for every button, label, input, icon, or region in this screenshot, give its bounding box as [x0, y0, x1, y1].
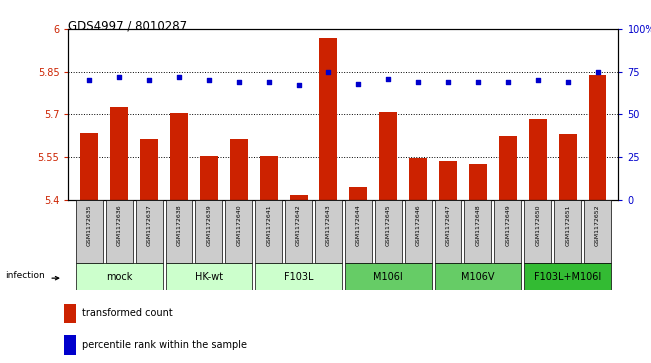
Point	[84, 77, 94, 83]
Text: M106I: M106I	[374, 272, 403, 282]
Point	[413, 79, 423, 85]
Bar	[200, 156, 218, 363]
Point	[114, 74, 124, 80]
FancyBboxPatch shape	[105, 200, 133, 263]
Text: percentile rank within the sample: percentile rank within the sample	[83, 340, 247, 350]
Text: GSM1172645: GSM1172645	[386, 205, 391, 246]
Bar	[64, 304, 76, 323]
Point	[562, 79, 573, 85]
Point	[324, 69, 334, 75]
FancyBboxPatch shape	[225, 200, 252, 263]
Point	[443, 79, 453, 85]
Text: GSM1172637: GSM1172637	[146, 205, 152, 246]
Point	[294, 82, 304, 88]
FancyBboxPatch shape	[76, 263, 163, 290]
Point	[353, 81, 363, 86]
Bar	[80, 133, 98, 363]
Bar	[110, 107, 128, 363]
Bar	[529, 119, 547, 363]
Text: GSM1172652: GSM1172652	[595, 205, 600, 246]
FancyBboxPatch shape	[405, 200, 432, 263]
Bar	[350, 187, 367, 363]
Point	[383, 76, 393, 81]
Bar	[320, 38, 337, 363]
Text: GSM1172636: GSM1172636	[117, 205, 122, 246]
FancyBboxPatch shape	[464, 200, 492, 263]
Text: F103L: F103L	[284, 272, 313, 282]
FancyBboxPatch shape	[255, 200, 282, 263]
Bar	[439, 161, 457, 363]
FancyBboxPatch shape	[435, 200, 462, 263]
Bar	[409, 158, 427, 363]
Text: GSM1172650: GSM1172650	[535, 205, 540, 246]
Point	[264, 79, 274, 85]
Text: GSM1172651: GSM1172651	[565, 205, 570, 246]
FancyBboxPatch shape	[524, 263, 611, 290]
Point	[473, 79, 483, 85]
Text: GSM1172643: GSM1172643	[326, 205, 331, 246]
Point	[174, 74, 184, 80]
FancyBboxPatch shape	[584, 200, 611, 263]
Bar	[499, 136, 517, 363]
FancyBboxPatch shape	[375, 200, 402, 263]
FancyBboxPatch shape	[165, 200, 193, 263]
Text: F103L+M106I: F103L+M106I	[534, 272, 602, 282]
FancyBboxPatch shape	[435, 263, 521, 290]
Text: GSM1172649: GSM1172649	[505, 205, 510, 246]
Bar	[380, 111, 397, 363]
FancyBboxPatch shape	[285, 200, 312, 263]
Bar	[559, 134, 577, 363]
Text: GSM1172641: GSM1172641	[266, 205, 271, 246]
FancyBboxPatch shape	[255, 263, 342, 290]
Text: infection: infection	[5, 271, 45, 280]
Point	[533, 77, 543, 83]
Text: GSM1172648: GSM1172648	[475, 205, 480, 246]
Bar	[589, 74, 607, 363]
Text: GSM1172640: GSM1172640	[236, 205, 242, 246]
FancyBboxPatch shape	[345, 200, 372, 263]
Bar	[140, 139, 158, 363]
FancyBboxPatch shape	[165, 263, 252, 290]
Point	[144, 77, 154, 83]
Text: GSM1172639: GSM1172639	[206, 205, 212, 246]
FancyBboxPatch shape	[345, 263, 432, 290]
FancyBboxPatch shape	[135, 200, 163, 263]
Point	[234, 79, 244, 85]
Text: GDS4997 / 8010287: GDS4997 / 8010287	[68, 20, 187, 33]
Bar	[230, 139, 248, 363]
FancyBboxPatch shape	[76, 200, 103, 263]
Text: transformed count: transformed count	[83, 308, 173, 318]
Text: GSM1172644: GSM1172644	[356, 205, 361, 246]
Text: GSM1172635: GSM1172635	[87, 205, 92, 246]
Point	[503, 79, 513, 85]
Text: GSM1172638: GSM1172638	[176, 205, 182, 246]
FancyBboxPatch shape	[195, 200, 223, 263]
Text: GSM1172647: GSM1172647	[445, 205, 450, 246]
Bar	[290, 195, 307, 363]
Point	[592, 69, 603, 75]
Text: GSM1172646: GSM1172646	[415, 205, 421, 246]
Point	[204, 77, 214, 83]
Text: GSM1172642: GSM1172642	[296, 205, 301, 246]
FancyBboxPatch shape	[315, 200, 342, 263]
Text: mock: mock	[106, 272, 132, 282]
Text: HK-wt: HK-wt	[195, 272, 223, 282]
FancyBboxPatch shape	[554, 200, 581, 263]
FancyBboxPatch shape	[524, 200, 551, 263]
Bar	[64, 335, 76, 355]
Bar	[469, 164, 487, 363]
FancyBboxPatch shape	[494, 200, 521, 263]
Bar	[260, 156, 277, 363]
Text: M106V: M106V	[461, 272, 495, 282]
Bar	[170, 113, 188, 363]
